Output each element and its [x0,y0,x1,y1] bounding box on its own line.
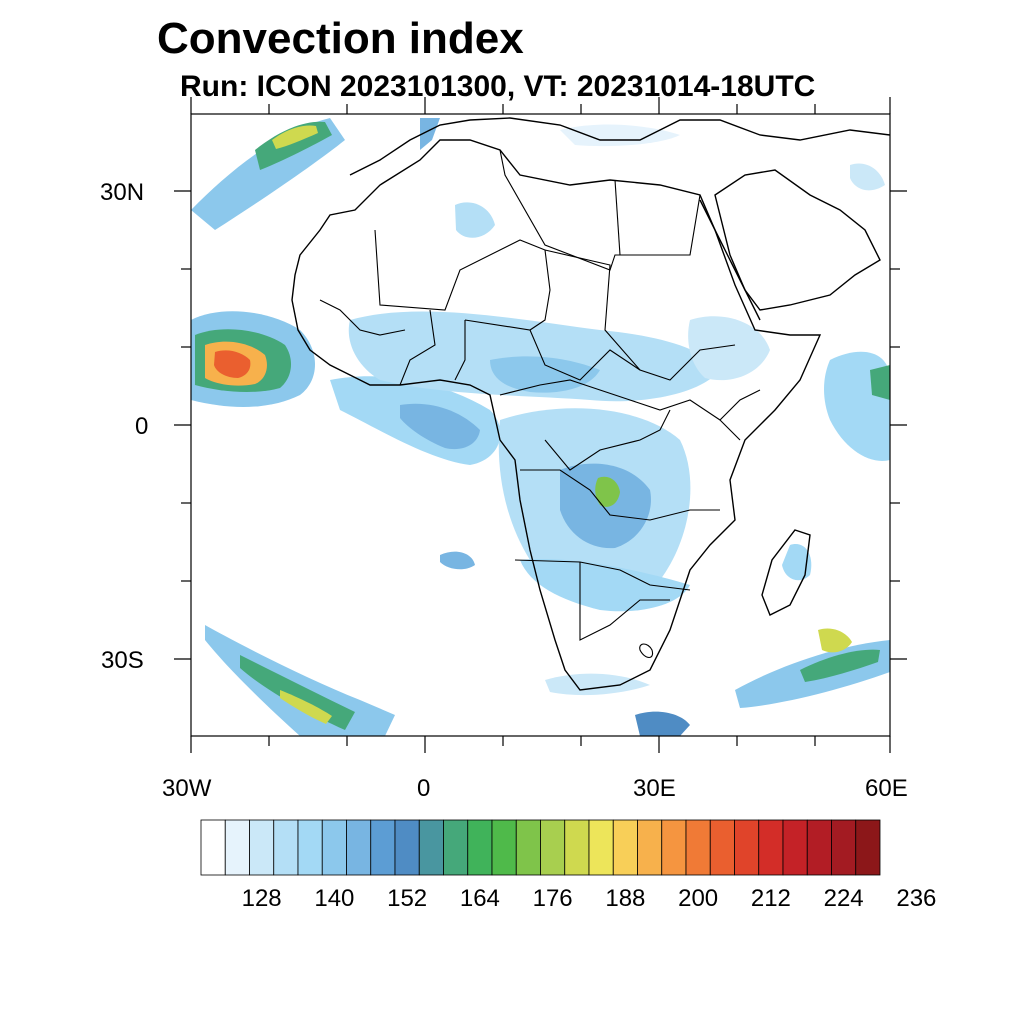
colorbar-box [588,819,614,876]
colorbar-box [685,819,711,876]
border-11 [399,309,436,386]
chart-subtitle: Run: ICON 2023101300, VT: 20231014-18UTC [180,70,816,103]
colorbar-box [855,819,881,876]
colorbar-box [491,819,517,876]
colorbar-tick-label: 212 [750,885,791,912]
colorbar-box [806,819,832,876]
colorbar-box [709,819,735,876]
border-3 [614,179,621,256]
colorbar-box [637,819,663,876]
colorbar-box [540,819,566,876]
colorbar-box [782,819,808,876]
colorbar-box [564,819,590,876]
colorbar-tick-label: 164 [459,885,500,912]
field-ethiopia [688,316,770,381]
lat-label-30n: 30N [100,179,145,206]
colorbar-boxes [200,819,881,876]
madagascar-coastline [761,529,811,616]
axis-ticks [174,97,907,753]
colorbar-box [297,819,323,876]
border-14 [639,643,654,659]
field-southern-africa [520,559,690,612]
colorbar-box [200,819,226,876]
field-south-atlantic [205,625,395,736]
colorbar-box [249,819,275,876]
field-itcz-atlantic-peak [214,350,251,378]
colorbar-box [321,819,347,876]
colorbar-tick-label: 176 [532,885,573,912]
field-south-indian-ocean-max [818,628,852,653]
africa-coastline [291,139,822,691]
lon-label-30e: 30E [633,775,676,802]
field-south-atlantic-max [280,690,332,724]
colorbar-box [734,819,760,876]
coastlines [291,117,890,691]
colorbar-tick-label: 236 [896,885,937,912]
field-sahel [348,311,720,402]
border-10 [544,409,671,471]
colorbar-box [831,819,857,876]
field-cape-south [635,711,690,736]
field-madagascar [782,544,812,581]
border-13 [319,299,406,336]
lat-label-30s: 30S [101,647,144,674]
convection-field [191,118,890,736]
field-sahara-patch [455,202,495,238]
arabia-coastline [714,169,881,311]
colorbar-tick-label: 152 [387,885,428,912]
colorbar-tick-label: 188 [605,885,646,912]
border-9 [579,562,670,641]
colorbar-box [273,819,299,876]
field-south-indian-ocean-core [800,649,880,682]
red-sea-coast [699,199,761,321]
border-8 [514,559,691,591]
border-15 [719,389,761,441]
field-indian-ocean-core [870,365,890,400]
colorbar-box [661,819,687,876]
colorbar-tick-label: 200 [678,885,719,912]
field-central-africa-max [595,476,620,507]
colorbar-box [443,819,469,876]
field-arabia-patch [850,163,885,191]
field-north-atlantic-max [272,125,318,149]
colorbar-tick-label: 140 [314,885,355,912]
colorbar-box [394,819,420,876]
country-borders [319,149,761,659]
colorbar-box [224,819,250,876]
field-atlantic-patch [440,551,475,570]
border-7 [520,469,720,521]
colorbar-box [612,819,638,876]
border-5 [529,329,641,381]
border-12 [454,320,466,381]
colorbar-box [418,819,444,876]
lat-label-0: 0 [135,413,149,440]
field-gulf-of-guinea-core [400,403,480,450]
chart-title: Convection index [157,14,524,63]
map-panel [174,97,907,753]
colorbar-box [346,819,372,876]
colorbar-box [758,819,784,876]
field-sahel-core [490,356,600,393]
colorbar-box [515,819,541,876]
lon-label-60e: 60E [865,775,908,802]
border-6 [499,379,721,421]
field-mediterranean-patch [560,124,680,147]
colorbar-box [467,819,493,876]
lon-label-30w: 30W [162,775,212,802]
colorbar-tick-label: 224 [823,885,864,912]
colorbar-tick-label: 128 [241,885,282,912]
europe-coastline [349,117,890,176]
colorbar-box [370,819,396,876]
field-south-atlantic-core [240,655,355,730]
field-iberia-streak [420,118,440,150]
lon-label-0: 0 [417,775,431,802]
border-1 [374,229,551,331]
